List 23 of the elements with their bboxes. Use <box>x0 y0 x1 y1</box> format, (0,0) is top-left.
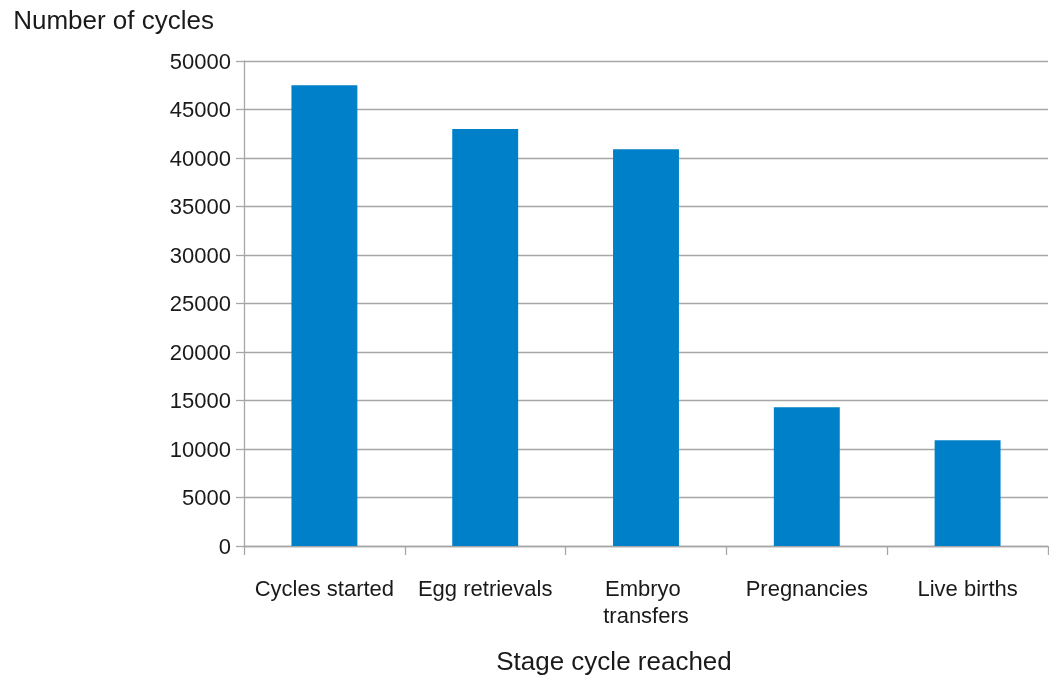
y-tick-label: 15000 <box>169 388 231 413</box>
y-tick-label: 10000 <box>169 436 231 462</box>
bar <box>291 85 358 546</box>
x-tick-label: Cycles started <box>254 576 395 601</box>
y-tick-label: 35000 <box>169 194 231 219</box>
y-tick-label: 5000 <box>182 485 231 510</box>
y-tick-label: 0 <box>218 533 231 559</box>
bar <box>773 407 840 546</box>
bar <box>452 128 519 546</box>
y-tick-label: 40000 <box>169 145 231 171</box>
y-tick-label: 25000 <box>169 291 231 316</box>
x-tick-label: Pregnancies <box>745 576 868 601</box>
x-tick-label: Embryo transfers <box>603 576 689 628</box>
y-axis-title: Number of cycles <box>13 5 214 35</box>
y-tick-label: 45000 <box>169 97 231 122</box>
x-tick-label: Egg retrievals <box>417 576 553 601</box>
y-tick-label: 20000 <box>169 339 231 365</box>
x-tick-label: Live births <box>917 576 1018 601</box>
bar <box>613 149 679 546</box>
x-axis-title: Stage cycle reached <box>496 646 732 676</box>
y-tick-label: 50000 <box>169 48 231 74</box>
y-tick-label: 30000 <box>169 242 231 268</box>
bar <box>934 440 1001 546</box>
